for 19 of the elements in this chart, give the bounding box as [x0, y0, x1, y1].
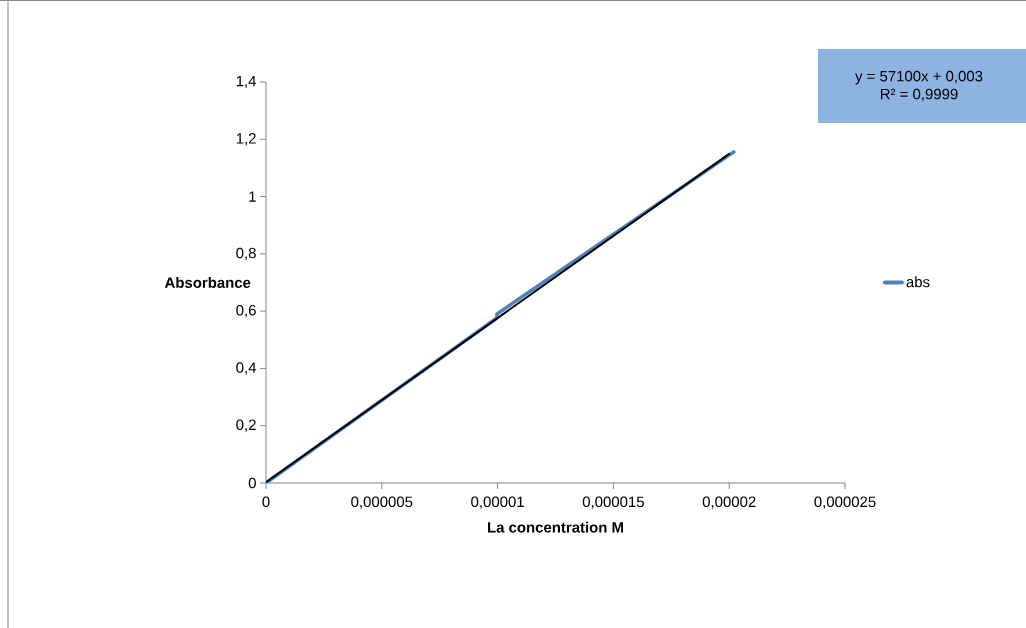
y-tick-label: 0,4: [236, 362, 257, 375]
x-tick-label: 0,000025: [814, 496, 876, 509]
y-tick-label: 0,6: [236, 304, 256, 318]
x-axis-title: La concentration M: [488, 521, 623, 533]
x-tick-label: 0: [262, 496, 270, 508]
x-tick-label: 0,000015: [582, 496, 644, 509]
x-tick-label: 0,000005: [351, 496, 413, 509]
y-tick-label: 0,2: [236, 419, 256, 432]
y-tick-label: 1,2: [236, 133, 256, 146]
y-tick-label: 1: [249, 191, 256, 202]
legend-label: abs: [906, 276, 930, 288]
y-axis-title: Absorbance: [164, 277, 251, 288]
text: y = 57100x + 0,003: [855, 70, 983, 85]
y-tick-label: 1,4: [236, 75, 257, 89]
text: R² = 0,9999: [880, 88, 958, 102]
x-tick-label: 0,00002: [702, 496, 756, 509]
y-tick-label: 0: [248, 477, 256, 489]
y-tick-label: 0,8: [236, 247, 256, 261]
x-tick-label: 0,00001: [471, 496, 524, 509]
